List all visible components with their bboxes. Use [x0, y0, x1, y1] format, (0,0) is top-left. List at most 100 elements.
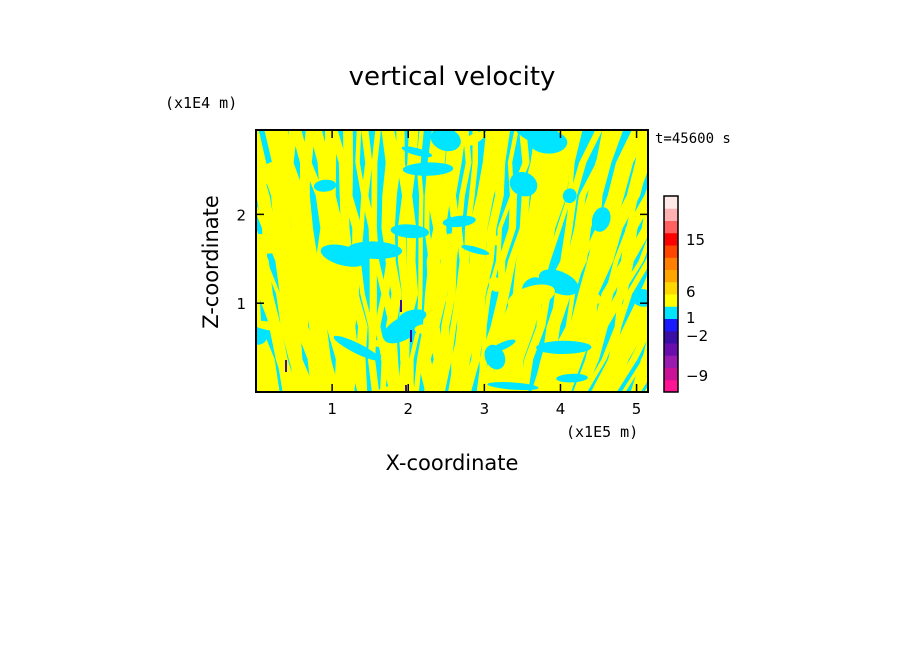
velocity-patch: [507, 284, 555, 310]
velocity-patch: [376, 384, 412, 392]
colorbar-swatch: [664, 367, 678, 381]
velocity-patch: [390, 224, 430, 239]
y-unit-label: (x1E4 m): [165, 94, 237, 112]
velocity-patch: [398, 309, 427, 325]
velocity-patch: [461, 245, 490, 255]
colorbar-swatch: [664, 281, 678, 295]
velocity-band: [500, 130, 571, 392]
velocity-speck: [400, 300, 402, 312]
x-tick-label: 5: [632, 400, 642, 418]
colorbar-swatch: [664, 257, 678, 270]
velocity-patch: [536, 340, 592, 355]
colorbar-swatch: [664, 294, 678, 307]
velocity-field: [146, 130, 804, 392]
velocity-patch: [509, 171, 538, 197]
velocity-band: [573, 185, 648, 392]
velocity-patch: [313, 179, 337, 192]
velocity-band: [448, 130, 478, 392]
velocity-patch: [256, 320, 286, 332]
velocity-band: [604, 294, 648, 392]
velocity-band: [455, 130, 508, 392]
velocity-patch: [414, 324, 432, 334]
velocity-band: [520, 130, 603, 392]
velocity-band: [544, 130, 624, 392]
velocity-patch: [581, 291, 602, 305]
colorbar-labels: 15 6 1−2 −9: [686, 231, 708, 385]
y-tick-label: 2: [236, 206, 246, 224]
colorbar-swatch: [664, 343, 678, 356]
x-axis: 1 2 3 4 5: [327, 130, 641, 418]
time-label: t=45600 s: [655, 131, 731, 147]
colorbar-swatch: [664, 355, 678, 368]
y-axis-label: Z-coordinate: [199, 195, 223, 329]
colorbar: [664, 196, 678, 393]
velocity-band: [256, 335, 272, 392]
velocity-band: [434, 130, 467, 392]
velocity-patch: [401, 146, 433, 158]
velocity-speck: [410, 330, 412, 342]
y-axis: 12: [236, 206, 648, 313]
velocity-patch: [462, 131, 486, 147]
velocity-patch: [402, 162, 454, 176]
velocity-band: [590, 254, 648, 392]
colorbar-swatch: [664, 245, 678, 258]
velocity-band: [507, 130, 582, 392]
colorbar-swatch: [664, 196, 678, 209]
velocity-patch: [430, 130, 461, 152]
velocity-band: [574, 193, 648, 392]
velocity-band: [633, 354, 648, 392]
y-tick-label: 1: [236, 295, 246, 313]
velocity-band: [557, 130, 648, 392]
colorbar-swatch: [664, 220, 678, 234]
x-axis-label: X-coordinate: [386, 451, 519, 475]
x-tick-label: 1: [327, 400, 337, 418]
colorbar-label: 1: [686, 309, 696, 327]
velocity-band: [148, 130, 243, 392]
velocity-band: [634, 370, 648, 392]
x-unit-label: (x1E5 m): [566, 423, 638, 441]
velocity-band: [566, 157, 648, 392]
colorbar-swatch: [664, 379, 678, 393]
velocity-patch: [573, 233, 588, 243]
velocity-band: [146, 130, 242, 392]
velocity-patch: [256, 233, 286, 254]
plot-area: [146, 130, 804, 392]
velocity-patch: [442, 215, 476, 228]
colorbar-swatch: [664, 208, 678, 221]
velocity-patch: [438, 233, 457, 257]
velocity-speck: [285, 360, 287, 372]
velocity-band: [417, 130, 448, 392]
velocity-patch: [556, 373, 588, 383]
velocity-band: [423, 130, 460, 392]
velocity-patch: [484, 344, 506, 370]
colorbar-swatch: [664, 306, 678, 319]
plot-frame: [255, 129, 649, 393]
chart-title: vertical velocity: [349, 62, 556, 92]
velocity-band: [582, 236, 648, 392]
colorbar-label: 15: [686, 231, 705, 249]
velocity-patch: [591, 207, 611, 232]
velocity-patch: [320, 244, 367, 267]
velocity-band: [476, 130, 519, 392]
x-tick-label: 2: [403, 400, 413, 418]
velocity-band: [371, 130, 388, 392]
colorbar-label: −2: [686, 327, 708, 345]
colorbar-swatch: [664, 232, 678, 246]
velocity-patch: [256, 326, 267, 345]
velocity-patch: [631, 288, 648, 307]
velocity-band: [256, 282, 280, 392]
velocity-patch: [562, 188, 577, 204]
velocity-band: [439, 130, 472, 392]
velocity-band: [630, 345, 648, 392]
velocity-band: [479, 130, 530, 392]
velocity-band: [598, 278, 648, 392]
colorbar-swatch: [664, 318, 678, 332]
colorbar-swatch: [664, 269, 678, 283]
velocity-band: [661, 130, 804, 392]
velocity-band: [546, 130, 648, 392]
velocity-patch: [488, 276, 502, 292]
velocity-speck: [405, 385, 407, 392]
x-tick-label: 3: [480, 400, 490, 418]
velocity-patch: [514, 130, 564, 147]
